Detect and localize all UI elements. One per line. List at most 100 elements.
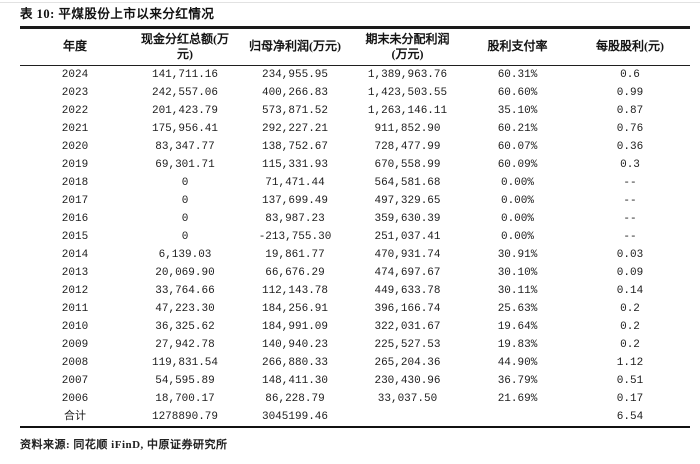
table-cell: 20,069.90 [155, 266, 215, 279]
table-cell: 19.64% [497, 320, 538, 333]
table-cell: 30.91% [497, 248, 538, 261]
table-header: 年度 现金分红总额(万 元) 归母净利润(万元) 期末未分配利润 (万元) 股利… [20, 29, 690, 66]
table-cell: 18,700.17 [155, 392, 215, 405]
table-cell: 60.60% [497, 86, 538, 99]
table-cell: 2016 [61, 212, 89, 225]
table-cell: 0.6 [620, 68, 640, 81]
table-cell: 60.07% [497, 140, 538, 153]
table-cell: 36,325.62 [155, 320, 215, 333]
table-cell: 148,411.30 [261, 374, 328, 387]
table-cell: 2022 [61, 104, 89, 117]
table-row: 2019 69,301.71 115,331.93 670,558.99 60.09% 0… [20, 156, 690, 174]
table-cell: 497,329.65 [374, 194, 441, 207]
table-cell: 225,527.53 [374, 338, 441, 351]
table-cell: -- [623, 230, 637, 243]
table-cell: 2007 [61, 374, 89, 387]
table-cell: -213,755.30 [258, 230, 332, 243]
table-row: 2020 83,347.77 138,752.67 728,477.99 60.07% 0… [20, 138, 690, 156]
table-cell: 1,263,146.11 [367, 104, 448, 117]
table-row: 2010 36,325.62 184,991.09 322,031.67 19.64% 0… [20, 318, 690, 336]
table-cell: 0.2 [620, 320, 640, 333]
table-cell: 83,987.23 [265, 212, 325, 225]
header-dividend-per-share: 每股股利(元) [570, 29, 690, 66]
table-cell: 0.03 [616, 248, 644, 261]
table-row: 2015 0 -213,755.30 251,037.41 0.00% -- [20, 228, 690, 246]
table-row: 2013 20,069.90 66,676.29 474,697.67 30.10% 0.… [20, 264, 690, 282]
dividend-history-table: 年度 现金分红总额(万 元) 归母净利润(万元) 期末未分配利润 (万元) 股利… [20, 29, 690, 428]
table-cell: 0.36 [616, 140, 644, 153]
table-cell: 449,633.78 [374, 284, 441, 297]
table-cell: 19.83% [497, 338, 538, 351]
header-undistributed-profit: 期末未分配利润 (万元) [350, 29, 465, 66]
table-cell: 0 [181, 194, 189, 207]
table-cell: 0 [181, 176, 189, 189]
header-year: 年度 [20, 29, 130, 66]
table-cell: 30.10% [497, 266, 538, 279]
table-cell: 564,581.68 [374, 176, 441, 189]
table-cell: 2013 [61, 266, 89, 279]
table-cell: 2023 [61, 86, 89, 99]
table-body: 2024 141,711.16 234,955.95 1,389,963.76 60.3… [20, 65, 690, 427]
table-cell: 112,143.78 [261, 284, 328, 297]
table-cell: -- [623, 176, 637, 189]
table-cell: 470,931.74 [374, 248, 441, 261]
table-cell: 2024 [61, 68, 89, 81]
table-cell: 69,301.71 [155, 158, 215, 171]
table-cell: 30.11% [497, 284, 538, 297]
table-cell: 33,037.50 [377, 392, 438, 405]
table-cell: 2006 [61, 392, 89, 405]
table-cell: 1278890.79 [151, 410, 218, 423]
table-row: 2024 141,711.16 234,955.95 1,389,963.76 60.3… [20, 65, 690, 84]
report-table-block: 表 10: 平煤股份上市以来分红情况 年度 现金分红总额(万 元) 归母净利润(… [20, 7, 690, 451]
table-cell: 728,477.99 [374, 140, 441, 153]
table-cell: 265,204.36 [374, 356, 441, 369]
table-cell: 140,940.23 [261, 338, 328, 351]
table-cell: 合计 [64, 410, 86, 423]
table-cell: 21.69% [497, 392, 538, 405]
table-cell: 0.00% [500, 230, 534, 243]
table-cell: 119,831.54 [151, 356, 218, 369]
table-cell: 2015 [61, 230, 89, 243]
table-row: 2016 0 83,987.23 359,630.39 0.00% -- [20, 210, 690, 228]
table-cell: 33,764.66 [155, 284, 215, 297]
table-cell: 141,711.16 [151, 68, 218, 81]
table-row: 2006 18,700.17 86,228.79 33,037.50 21.69% 0.1… [20, 390, 690, 408]
table-row: 2007 54,595.89 148,411.30 230,430.96 36.79% 0… [20, 372, 690, 390]
table-cell: 0.00% [500, 212, 534, 225]
table-cell: 44.90% [497, 356, 538, 369]
table-cell: 2012 [61, 284, 89, 297]
table-cell: 60.09% [497, 158, 538, 171]
table-row: 2012 33,764.66 112,143.78 449,633.78 30.11% 0… [20, 282, 690, 300]
total-row: 合计 1278890.79 3045199.46 6.54 [20, 408, 690, 427]
table-cell: 322,031.67 [374, 320, 441, 333]
table-cell: 19,861.77 [265, 248, 325, 261]
table-cell: 0.51 [616, 374, 644, 387]
table-cell: 474,697.67 [374, 266, 441, 279]
table-cell: 396,166.74 [374, 302, 441, 315]
table-cell: 0.76 [616, 122, 644, 135]
table-row: 2017 0 137,699.49 497,329.65 0.00% -- [20, 192, 690, 210]
table-row: 2014 6,139.03 19,861.77 470,931.74 30.91% 0.0… [20, 246, 690, 264]
table-cell: 71,471.44 [265, 176, 325, 189]
table-cell: 0.00% [500, 194, 534, 207]
table-row: 2023 242,557.06 400,266.83 1,423,503.55 60.6… [20, 84, 690, 102]
table-cell: 230,430.96 [374, 374, 441, 387]
table-cell: 36.79% [497, 374, 538, 387]
table-cell: 60.31% [497, 68, 538, 81]
table-cell: 1.12 [616, 356, 644, 369]
table-cell: 25.63% [497, 302, 538, 315]
table-cell: -- [623, 194, 637, 207]
table-cell: 184,991.09 [261, 320, 328, 333]
table-cell: 2009 [61, 338, 89, 351]
table-row: 2008 119,831.54 266,880.33 265,204.36 44.90%… [20, 354, 690, 372]
table-cell: 234,955.95 [261, 68, 328, 81]
table-cell: 115,331.93 [261, 158, 328, 171]
top-divider [0, 2, 700, 3]
table-cell: 184,256.91 [261, 302, 328, 315]
table-cell: 1,389,963.76 [367, 68, 448, 81]
header-net-profit: 归母净利润(万元) [240, 29, 350, 66]
table-cell: 0.87 [616, 104, 644, 117]
table-cell: 0.2 [620, 302, 640, 315]
table-cell: 0.17 [616, 392, 644, 405]
table-cell: 0.99 [616, 86, 644, 99]
